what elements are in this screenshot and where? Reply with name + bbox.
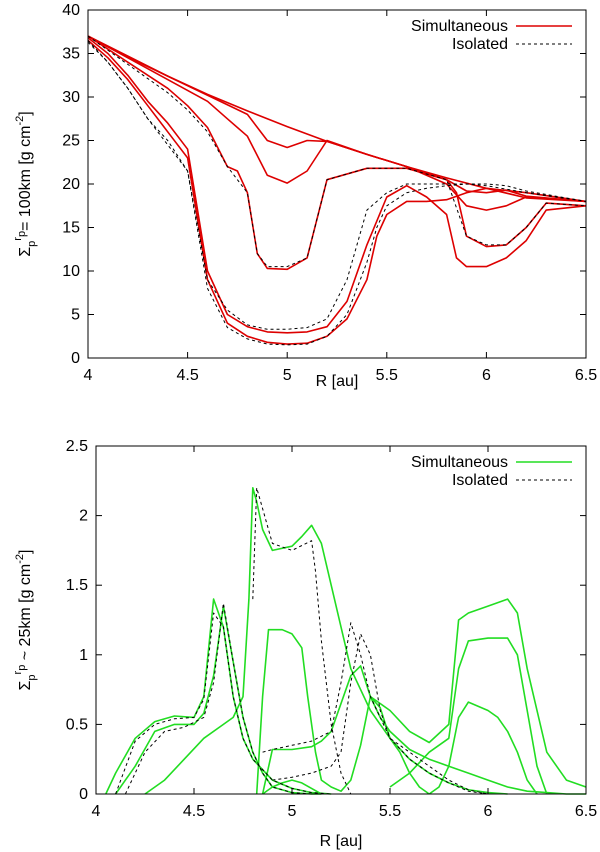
top-legend: Simultaneous Isolated xyxy=(411,18,572,53)
bottom-series-simultaneous-7 xyxy=(389,637,548,795)
top-series-layer xyxy=(87,35,587,346)
bottom-series-simultaneous-4 xyxy=(255,628,430,795)
bottom-y-label-close: ] xyxy=(17,550,34,554)
top-plot-frame xyxy=(87,9,587,359)
top-series-simultaneous-4 xyxy=(87,37,587,334)
top-series-isolated-7 xyxy=(87,40,587,330)
bottom-x-tick-label: 5 xyxy=(288,803,297,820)
bottom-x-tick-label: 6.5 xyxy=(575,803,597,820)
bottom-series-isolated-13 xyxy=(272,633,489,795)
bottom-series-simultaneous-6 xyxy=(369,598,587,788)
bottom-series-simultaneous-3 xyxy=(262,779,322,795)
top-y-label-value: = 100km xyxy=(17,169,34,231)
bottom-legend-label-simultaneous: Simultaneous xyxy=(411,454,508,471)
bottom-plot-frame xyxy=(95,445,587,795)
bottom-x-tick-label: 4 xyxy=(92,803,101,820)
top-y-tick-label: 0 xyxy=(71,350,80,367)
top-y-tick-label: 30 xyxy=(62,89,80,106)
top-x-tick-label: 4 xyxy=(84,367,93,384)
top-y-label-units: [g cm xyxy=(17,126,34,170)
bottom-y-tick-label: 0 xyxy=(79,786,88,803)
top-ticks: 4 4.5 5 5.5 6 6.5 0 5 10 15 20 25 30 35 40 xyxy=(62,2,597,384)
bottom-chart: 4 4.5 5 5.5 6 6.5 0 0.5 1 1.5 2 2.5 Simultaneous Is… xyxy=(12,438,597,850)
bottom-y-tick-label: 1 xyxy=(79,647,88,664)
bottom-y-tick-label: 1.5 xyxy=(66,577,88,594)
bottom-y-axis-label: Σprp ~ 25km [g cm-2] xyxy=(12,550,38,691)
bottom-y-label-sup: r xyxy=(12,670,24,674)
bottom-y-label-exp: -2 xyxy=(14,554,26,564)
top-legend-label-isolated: Isolated xyxy=(452,36,508,53)
bottom-x-tick-label: 4.5 xyxy=(183,803,205,820)
bottom-series-isolated-10 xyxy=(124,602,312,795)
bottom-series-simultaneous-8 xyxy=(428,701,538,795)
bottom-y-label-sigma: Σ xyxy=(17,680,34,690)
bottom-y-tick-label: 0.5 xyxy=(66,716,88,733)
top-y-label-sigma: Σ xyxy=(17,247,34,257)
bottom-x-tick-label: 6 xyxy=(484,803,493,820)
top-x-tick-label: 4.5 xyxy=(176,367,198,384)
bottom-series-isolated-9 xyxy=(115,612,332,795)
bottom-series-layer xyxy=(105,487,587,795)
top-x-tick-label: 6.5 xyxy=(575,367,597,384)
bottom-series-isolated-11 xyxy=(252,487,352,795)
top-y-axis-label: Σprp= 100km [g cm-2] xyxy=(12,111,38,256)
top-y-tick-label: 35 xyxy=(62,46,80,63)
top-y-label-exp: -2 xyxy=(14,116,26,126)
top-y-label-sup: r xyxy=(12,237,24,241)
bottom-y-label-units: [g cm xyxy=(17,564,34,608)
bottom-ticks: 4 4.5 5 5.5 6 6.5 0 0.5 1 1.5 2 2.5 xyxy=(66,438,597,820)
top-series-simultaneous-3 xyxy=(87,35,587,271)
bottom-series-simultaneous-1 xyxy=(114,605,322,795)
bottom-x-axis-label: R [au] xyxy=(320,833,363,850)
top-x-tick-label: 5 xyxy=(283,367,292,384)
top-y-tick-label: 15 xyxy=(62,220,80,237)
top-y-tick-label: 10 xyxy=(62,263,80,280)
top-y-tick-label: 20 xyxy=(62,176,80,193)
bottom-x-tick-label: 5.5 xyxy=(379,803,401,820)
top-chart: 4 4.5 5 5.5 6 6.5 0 5 10 15 20 25 30 35 40 Simultaneou… xyxy=(12,2,597,390)
top-x-tick-label: 6 xyxy=(482,367,491,384)
top-x-tick-label: 5.5 xyxy=(376,367,398,384)
top-y-tick-label: 5 xyxy=(71,307,80,324)
bottom-y-label-sub: p xyxy=(26,674,38,680)
bottom-series-simultaneous-5 xyxy=(261,665,586,795)
top-series-isolated-6 xyxy=(87,35,587,268)
top-y-tick-label: 25 xyxy=(62,133,80,150)
top-x-axis-label: R [au] xyxy=(316,373,359,390)
bottom-y-tick-label: 2.5 xyxy=(66,438,88,455)
top-y-label-sub: p xyxy=(26,241,38,247)
top-y-tick-label: 40 xyxy=(62,2,80,19)
top-series-simultaneous-2 xyxy=(87,35,587,211)
bottom-y-label-supsub: p xyxy=(16,665,28,671)
bottom-legend-label-isolated: Isolated xyxy=(452,472,508,489)
top-series-isolated-8 xyxy=(87,41,587,346)
bottom-legend: Simultaneous Isolated xyxy=(411,454,572,489)
top-legend-label-simultaneous: Simultaneous xyxy=(411,18,508,35)
top-y-label-close: ] xyxy=(17,111,34,115)
bottom-y-label-value: ~ 25km xyxy=(17,607,34,664)
top-y-label-supsub: p xyxy=(16,231,28,237)
bottom-y-tick-label: 2 xyxy=(79,508,88,525)
